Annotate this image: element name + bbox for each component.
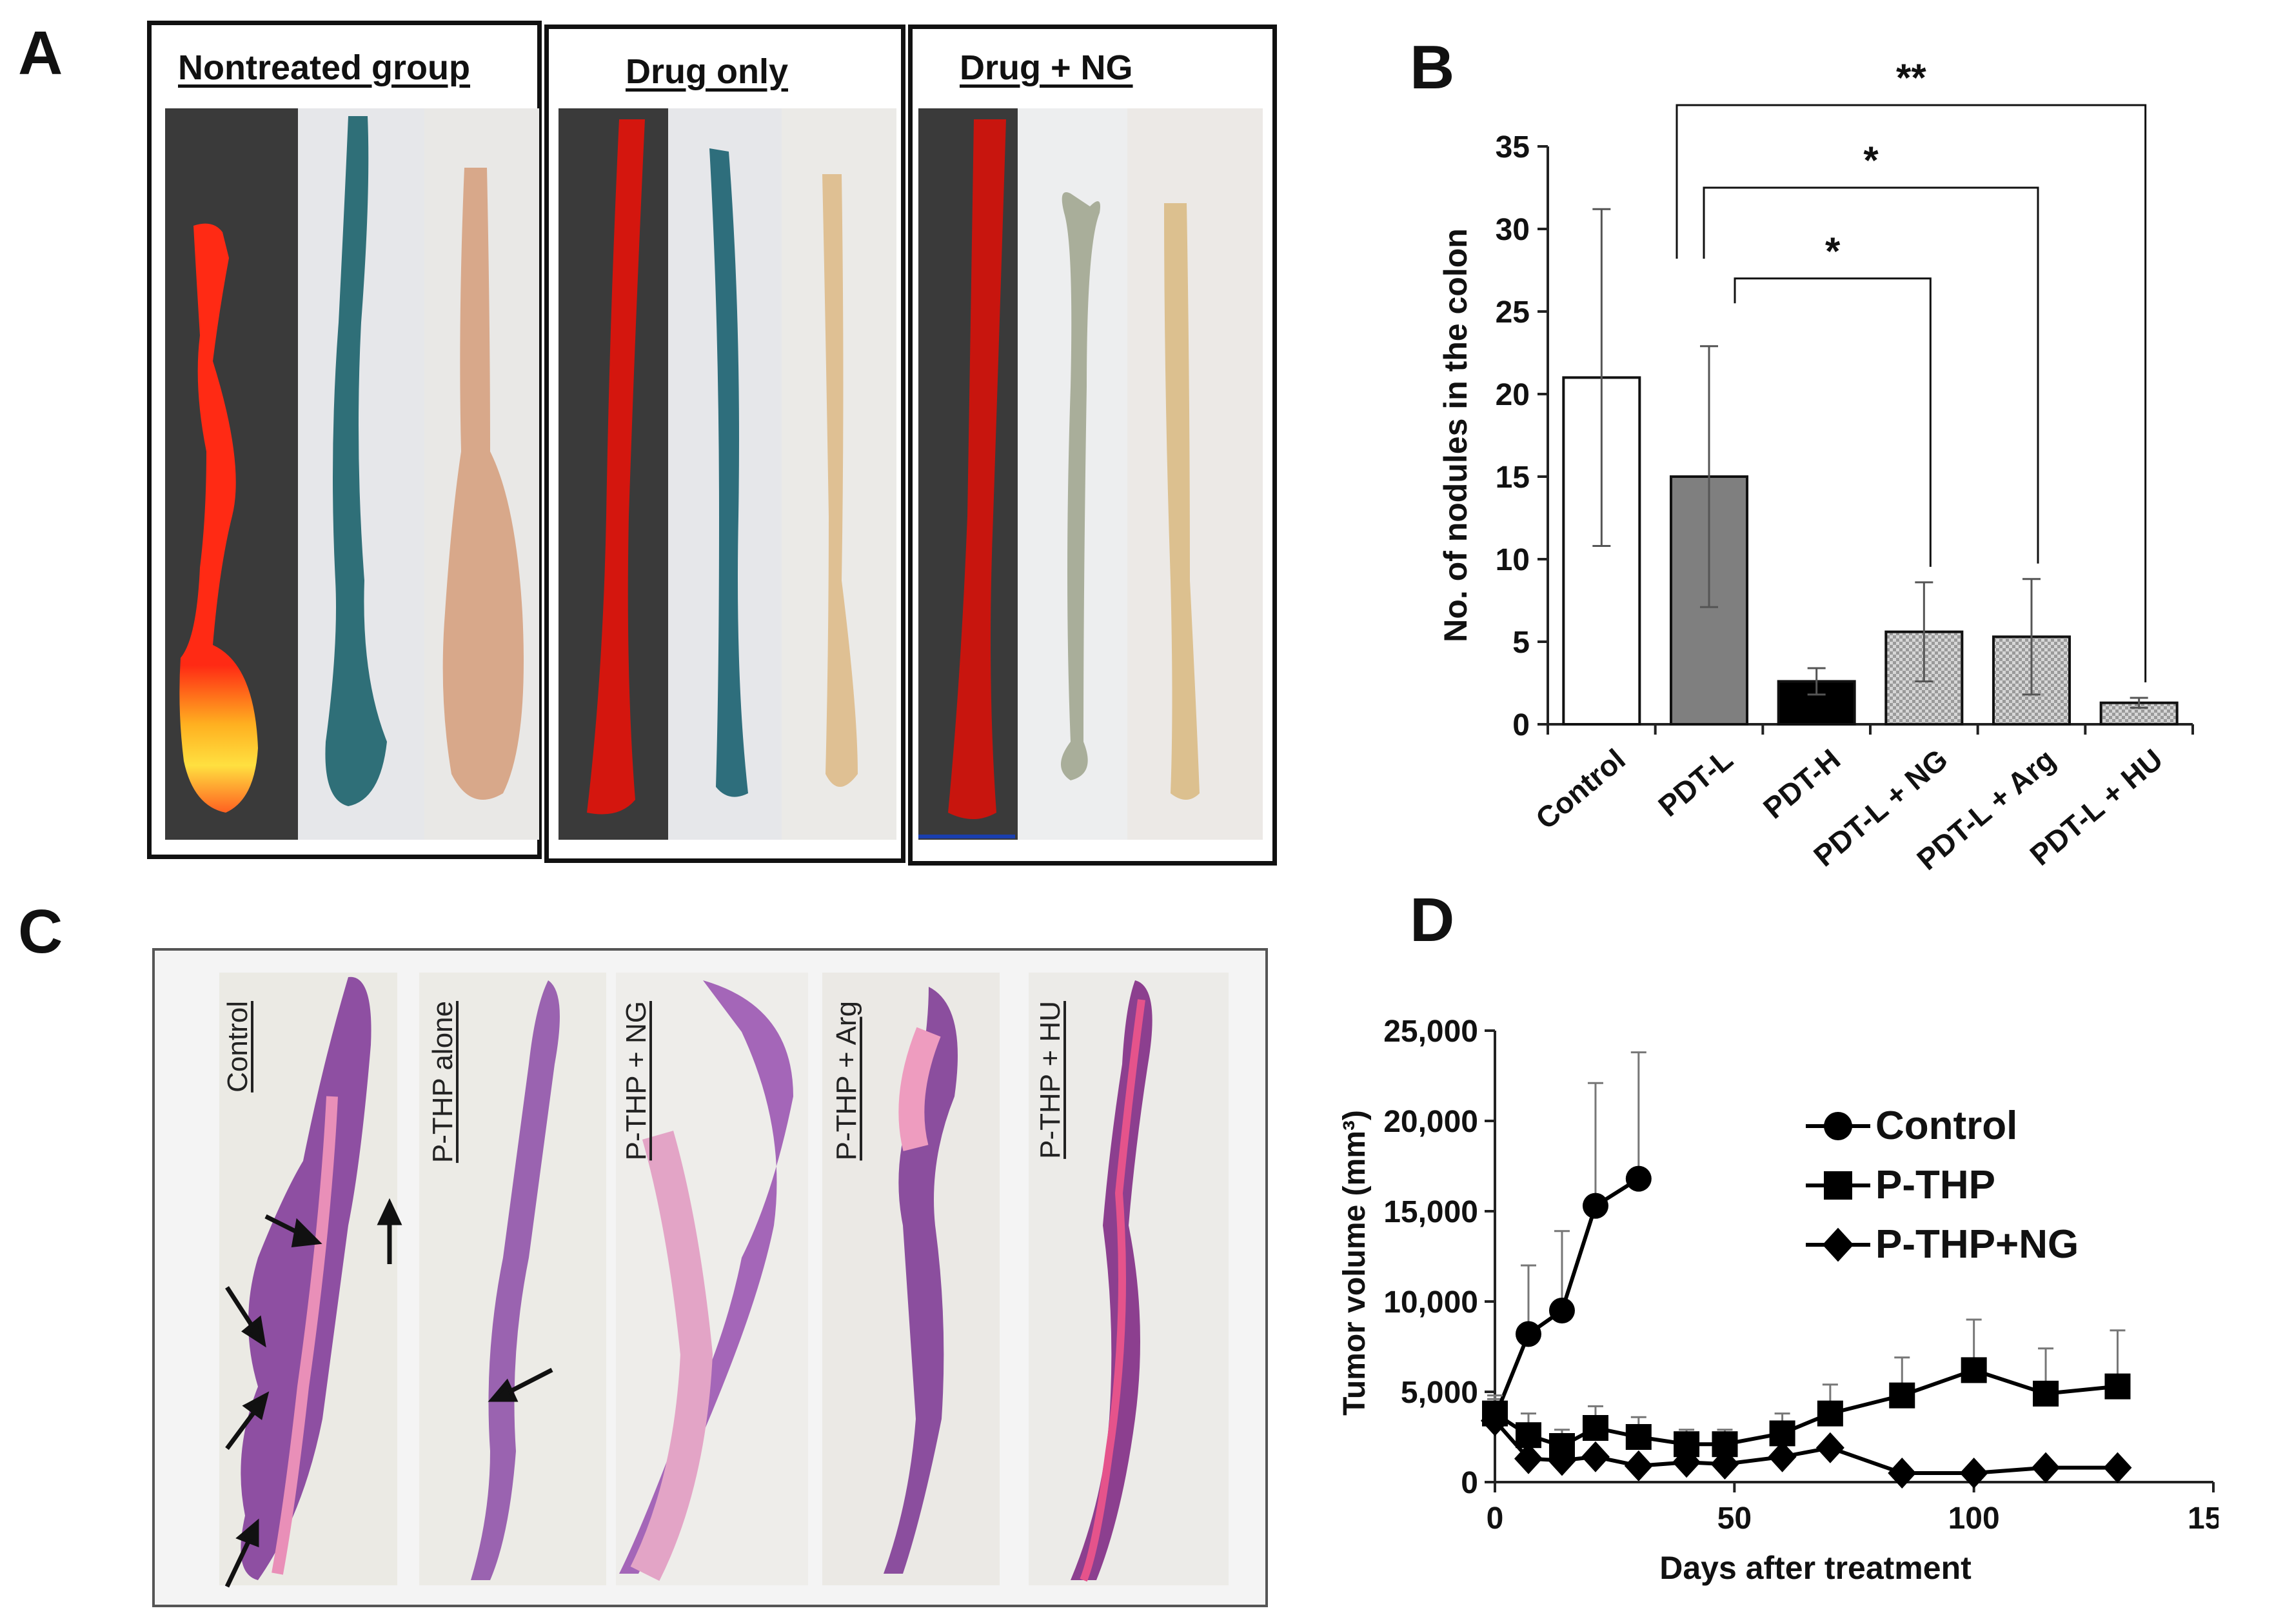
y-tick-label: 5	[1512, 626, 1530, 660]
x-tick-label: 50	[1717, 1501, 1752, 1536]
y-tick-label: 0	[1512, 708, 1530, 742]
chart-b: 0 5 10 15 20 25 30 35 No. of nodules in the colo…	[1438, 56, 2194, 876]
legend-label: P-THP+NG	[1875, 1222, 2079, 1267]
chart-d: 0 5,000 10,000 15,000 20,000 25,000 0 50 100 150 D…	[1338, 1015, 2219, 1586]
data-point-diamond	[1768, 1441, 1797, 1472]
y-tick-label: 0	[1461, 1466, 1478, 1500]
data-point-circle	[1548, 1298, 1575, 1323]
y-axis-label: Tumor volume (mm³)	[1338, 1110, 1372, 1416]
data-point-diamond	[2103, 1452, 2132, 1483]
y-axis-label: No. of nodules in the colon	[1438, 228, 1474, 642]
y-tick-label: 20	[1496, 378, 1530, 412]
significance-bracket	[1703, 186, 2039, 564]
group-label-drug-ng: Drug + NG	[960, 48, 1133, 87]
histology-label-pthp-alone: P-THP alone	[427, 1001, 459, 1164]
data-point-diamond	[1514, 1443, 1543, 1474]
data-point-square	[1625, 1424, 1652, 1450]
y-tick-label: 25,000	[1383, 1015, 1478, 1049]
legend-marker-diamond	[1822, 1227, 1854, 1262]
y-tick-label: 10	[1496, 543, 1530, 577]
group-box-drug-only	[544, 25, 905, 863]
data-point-diamond	[1672, 1447, 1701, 1478]
legend-marker-square	[1824, 1171, 1852, 1200]
data-point-circle	[1582, 1193, 1608, 1219]
y-tick-label: 10,000	[1383, 1285, 1478, 1320]
y-tick-label: 5,000	[1401, 1376, 1478, 1410]
data-point-square	[2033, 1380, 2059, 1407]
histology-label-pthp-arg: P-THP + Arg	[831, 1001, 862, 1161]
series-line-circle	[1493, 1177, 1640, 1418]
data-point-diamond	[1815, 1432, 1844, 1463]
panel-c-letter: C	[18, 897, 63, 966]
histology-label-control: Control	[222, 1001, 253, 1093]
data-point-square	[1961, 1357, 1987, 1383]
data-point-square	[1582, 1415, 1608, 1441]
x-tick-label: 0	[1487, 1501, 1504, 1536]
x-tick-label: PDT-L	[1652, 742, 1739, 823]
data-point-diamond	[1710, 1449, 1739, 1480]
significance-bracket	[1676, 104, 2147, 683]
significance-bracket	[1734, 277, 1932, 567]
group-box-drug-ng	[908, 25, 1277, 866]
y-tick-label: 35	[1496, 130, 1530, 164]
y-tick-label: 25	[1496, 295, 1530, 330]
x-axis-label: Days after treatment	[1659, 1550, 1972, 1586]
panel-a-letter: A	[18, 19, 63, 88]
legend-label: P-THP	[1875, 1163, 1995, 1207]
significance-label: **	[1896, 56, 1926, 99]
data-point-diamond	[1888, 1458, 1917, 1489]
data-point-square	[1817, 1400, 1843, 1427]
data-point-diamond	[2032, 1452, 2061, 1483]
significance-label: *	[1863, 139, 1879, 182]
panel-b-letter: B	[1410, 33, 1455, 102]
x-tick-label: 100	[1948, 1501, 2000, 1536]
group-label-nontreated: Nontreated group	[178, 48, 470, 87]
y-tick-label: 20,000	[1383, 1105, 1478, 1139]
x-tick-label: 150	[2188, 1501, 2219, 1536]
x-tick-label: PDT-H	[1757, 742, 1846, 826]
data-point-square	[2104, 1373, 2131, 1400]
data-point-diamond	[1581, 1441, 1610, 1472]
data-point-diamond	[1959, 1458, 1988, 1489]
data-point-diamond	[1624, 1450, 1653, 1481]
histology-frame	[152, 948, 1268, 1607]
histology-label-pthp-hu: P-THP + HU	[1034, 1001, 1066, 1159]
data-point-circle	[1625, 1165, 1652, 1192]
significance-label: *	[1825, 230, 1841, 273]
x-tick-label: Control	[1529, 742, 1632, 836]
panel-d-letter: D	[1410, 886, 1455, 955]
data-point-diamond	[1481, 1405, 1509, 1436]
legend-label: Control	[1875, 1104, 2017, 1148]
y-tick-label: 15,000	[1383, 1195, 1478, 1229]
legend-marker-circle	[1824, 1112, 1852, 1140]
y-tick-label: 30	[1496, 213, 1530, 247]
data-point-diamond	[1547, 1445, 1576, 1476]
data-point-square	[1889, 1382, 1915, 1409]
data-point-circle	[1515, 1321, 1541, 1347]
group-label-drug-only: Drug only	[626, 52, 788, 91]
histology-label-pthp-ng: P-THP + NG	[620, 1001, 652, 1161]
group-box-nontreated	[147, 21, 542, 859]
y-tick-label: 15	[1496, 460, 1530, 495]
